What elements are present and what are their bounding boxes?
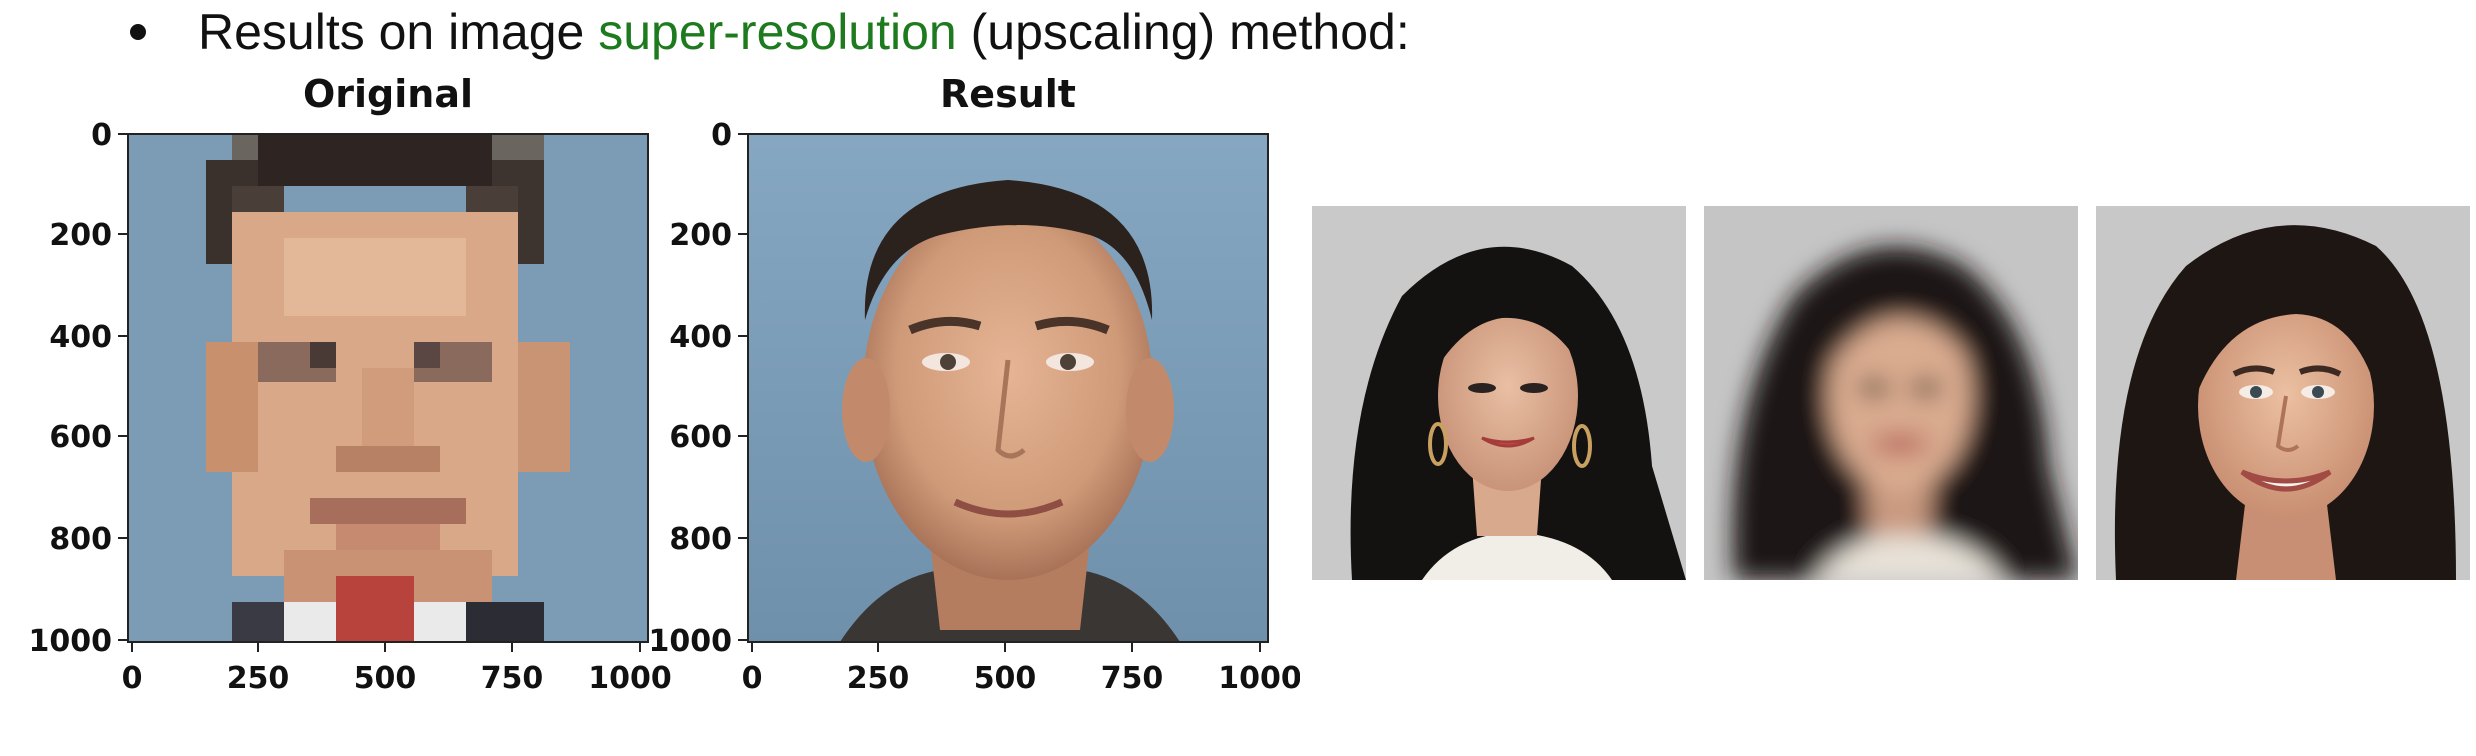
xtick-label: 750	[481, 661, 544, 696]
y-axis-ticks-result	[738, 133, 748, 641]
caption-line: Results on image super-resolution (upsca…	[130, 0, 1410, 64]
xtick-label: 500	[354, 661, 417, 696]
xtick-label: 250	[847, 661, 910, 696]
x-axis-ticks-original	[131, 642, 641, 652]
ytick-label: 600	[49, 420, 112, 455]
ytick-label: 0	[711, 118, 732, 153]
caption-highlight: super-resolution	[598, 4, 957, 60]
plot-title-original: Original	[302, 72, 474, 116]
x-axis-ticks-result	[751, 642, 1261, 652]
xtick-label: 0	[122, 661, 143, 696]
xtick-label: 250	[227, 661, 290, 696]
upscaled-face-image	[748, 134, 1268, 642]
ytick-label: 1000	[649, 624, 733, 659]
plot-title-result: Result	[940, 72, 1076, 116]
result-plot: 0 200 400 600 800 1000 0 250 500 750 100…	[649, 118, 1301, 696]
original-plot: 0 200 400 600 800 1000 0 250 500 750 100…	[29, 118, 672, 696]
ytick-label: 600	[669, 420, 732, 455]
ytick-label: 800	[669, 522, 732, 557]
caption-prefix: Results on image	[198, 4, 599, 60]
ytick-label: 400	[49, 320, 112, 355]
y-axis-ticks-original	[118, 133, 128, 641]
blurred-lowres-photo	[1704, 206, 2078, 580]
caption-suffix: (upscaling) method:	[956, 4, 1410, 60]
sharp-original-photo	[1312, 206, 1686, 580]
ytick-label: 800	[49, 522, 112, 557]
xtick-label: 0	[742, 661, 763, 696]
bullet-icon	[130, 24, 146, 40]
xtick-label: 1000	[1218, 661, 1300, 696]
ytick-label: 1000	[29, 624, 113, 659]
xtick-label: 1000	[588, 661, 672, 696]
pixelated-face-image	[128, 134, 648, 642]
ytick-label: 0	[91, 118, 112, 153]
ytick-label: 400	[669, 320, 732, 355]
xtick-label: 750	[1101, 661, 1164, 696]
xtick-label: 500	[974, 661, 1037, 696]
ytick-label: 200	[49, 218, 112, 253]
upscaled-result-photo	[2096, 206, 2470, 580]
ytick-label: 200	[669, 218, 732, 253]
